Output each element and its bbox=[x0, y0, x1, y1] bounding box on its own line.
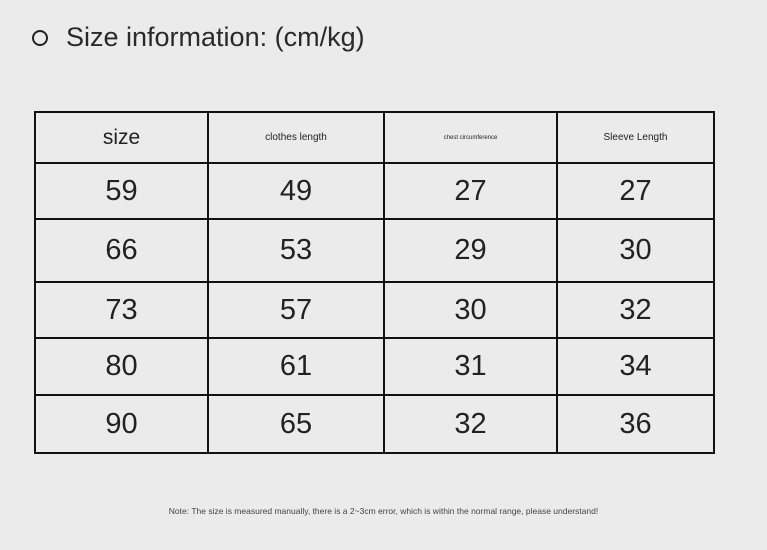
cell: 66 bbox=[34, 218, 209, 283]
cell: 80 bbox=[34, 337, 209, 396]
cell: 30 bbox=[383, 281, 558, 339]
header-row: size clothes length chest circumference … bbox=[34, 111, 715, 164]
cell: 34 bbox=[556, 337, 715, 396]
cell: 59 bbox=[34, 162, 209, 220]
cell: 32 bbox=[383, 394, 558, 454]
cell: 73 bbox=[34, 281, 209, 339]
table-row: 66 53 29 30 bbox=[34, 218, 715, 283]
cell: 29 bbox=[383, 218, 558, 283]
title-text: Size information: (cm/kg) bbox=[66, 22, 365, 52]
cell: 31 bbox=[383, 337, 558, 396]
header-size: size bbox=[34, 111, 209, 164]
table-row: 80 61 31 34 bbox=[34, 337, 715, 396]
circle-icon bbox=[32, 29, 48, 46]
cell: 27 bbox=[556, 162, 715, 220]
table-row: 73 57 30 32 bbox=[34, 281, 715, 339]
cell: 90 bbox=[34, 394, 209, 454]
cell: 30 bbox=[556, 218, 715, 283]
header-chest: chest circumference bbox=[383, 111, 558, 164]
cell: 36 bbox=[556, 394, 715, 454]
header-sleeve: Sleeve Length bbox=[556, 111, 715, 164]
cell: 32 bbox=[556, 281, 715, 339]
table-row: 59 49 27 27 bbox=[34, 162, 715, 220]
size-table: size clothes length chest circumference … bbox=[34, 111, 715, 454]
cell: 49 bbox=[207, 162, 385, 220]
cell: 53 bbox=[207, 218, 385, 283]
table-row: 90 65 32 36 bbox=[34, 394, 715, 454]
cell: 61 bbox=[207, 337, 385, 396]
header-clothes-length: clothes length bbox=[207, 111, 385, 164]
note-text: Note: The size is measured manually, the… bbox=[168, 506, 599, 516]
cell: 65 bbox=[207, 394, 385, 454]
cell: 27 bbox=[383, 162, 558, 220]
cell: 57 bbox=[207, 281, 385, 339]
page-title: Size information: (cm/kg) bbox=[32, 22, 365, 53]
